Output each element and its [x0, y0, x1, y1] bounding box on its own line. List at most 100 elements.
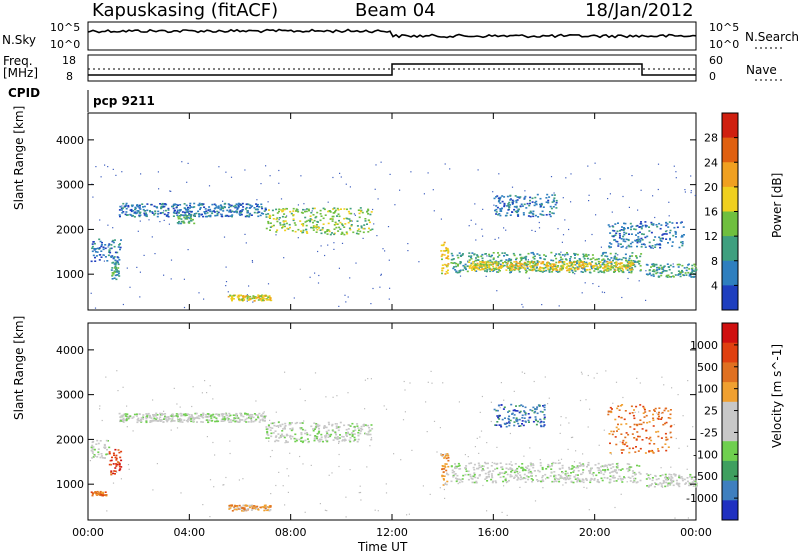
echo-point [613, 239, 616, 241]
echo-point [110, 459, 113, 462]
echo-point [250, 214, 253, 216]
echo-point [561, 258, 564, 261]
echo-point [255, 507, 258, 510]
echo-point [551, 480, 554, 483]
echo-point [552, 269, 554, 271]
echo-point [135, 212, 138, 215]
echo-point [231, 510, 234, 512]
echo-point [285, 441, 288, 444]
echo-point [609, 452, 612, 454]
echo-point [606, 261, 609, 263]
echo-point [635, 423, 638, 426]
echo-point [665, 238, 668, 240]
echo-point [367, 433, 370, 436]
echo-point [244, 295, 247, 298]
echo-point [565, 476, 568, 478]
speckle-point [202, 504, 204, 506]
echo-point [97, 442, 100, 445]
echo-point [468, 265, 471, 268]
echo-point [203, 206, 206, 208]
echo-point [118, 451, 121, 454]
echo-point [579, 261, 582, 264]
echo-point [500, 404, 503, 406]
speckle-point [496, 290, 498, 292]
echo-point [338, 215, 341, 218]
echo-point [503, 196, 506, 198]
echo-point [457, 256, 460, 259]
echo-point [571, 467, 574, 470]
velocity-colorbar-segment [722, 342, 738, 363]
echo-point [656, 266, 659, 269]
echo-point [339, 228, 342, 230]
echo-point [228, 412, 231, 415]
echo-point [337, 429, 340, 432]
echo-point [332, 430, 335, 432]
echo-point [607, 463, 610, 466]
echo-point [479, 263, 482, 265]
echo-point [357, 228, 360, 230]
echo-point [253, 300, 256, 302]
echo-point [189, 416, 192, 418]
echo-point [351, 434, 354, 436]
echo-point [188, 213, 191, 215]
echo-point [177, 419, 180, 422]
echo-point [111, 240, 114, 243]
echo-point [275, 218, 278, 221]
echo-point [329, 210, 331, 212]
echo-point [623, 231, 626, 234]
echo-point [117, 270, 120, 273]
echo-point [535, 262, 538, 265]
freq-unit-label: [MHz] [3, 66, 39, 80]
echo-point [542, 480, 545, 482]
echo-point [343, 438, 346, 441]
speckle-point [277, 426, 280, 428]
echo-point [640, 226, 643, 228]
echo-point [627, 476, 630, 479]
echo-point [271, 422, 274, 425]
echo-point [559, 267, 562, 270]
echo-point [91, 250, 94, 253]
echo-point [331, 424, 334, 427]
echo-point [193, 215, 196, 217]
echo-point [300, 433, 303, 436]
echo-point [91, 444, 94, 447]
speckle-point [170, 429, 172, 431]
echo-point [497, 404, 500, 407]
speckle-point [388, 259, 390, 261]
echo-point [441, 455, 444, 458]
echo-point [495, 205, 498, 207]
echo-point [95, 255, 98, 257]
echo-point [516, 419, 519, 422]
echo-point [133, 413, 136, 416]
echo-point [520, 259, 523, 262]
echo-point [119, 205, 122, 208]
speckle-point [660, 467, 662, 469]
echo-point [503, 264, 506, 267]
speckle-point [283, 257, 285, 259]
echo-point [457, 263, 459, 266]
echo-point [612, 470, 615, 473]
echo-point [501, 466, 504, 468]
echo-point [257, 295, 260, 298]
echo-point [470, 462, 473, 464]
echo-point [267, 296, 270, 298]
echo-point [485, 263, 488, 266]
echo-point [499, 266, 502, 268]
echo-point [504, 477, 507, 480]
echo-point [275, 439, 278, 442]
speckle-point [572, 436, 574, 438]
echo-point [681, 264, 684, 267]
echo-point [568, 271, 571, 273]
echo-point [473, 481, 476, 484]
echo-point [529, 261, 532, 263]
echo-point [280, 435, 283, 438]
echo-point [668, 231, 671, 234]
echo-point [495, 266, 498, 269]
echo-point [514, 469, 517, 471]
echo-point [269, 509, 272, 511]
speckle-point [694, 194, 696, 197]
echo-point [530, 266, 533, 269]
echo-point [524, 257, 527, 260]
echo-point [248, 505, 251, 508]
